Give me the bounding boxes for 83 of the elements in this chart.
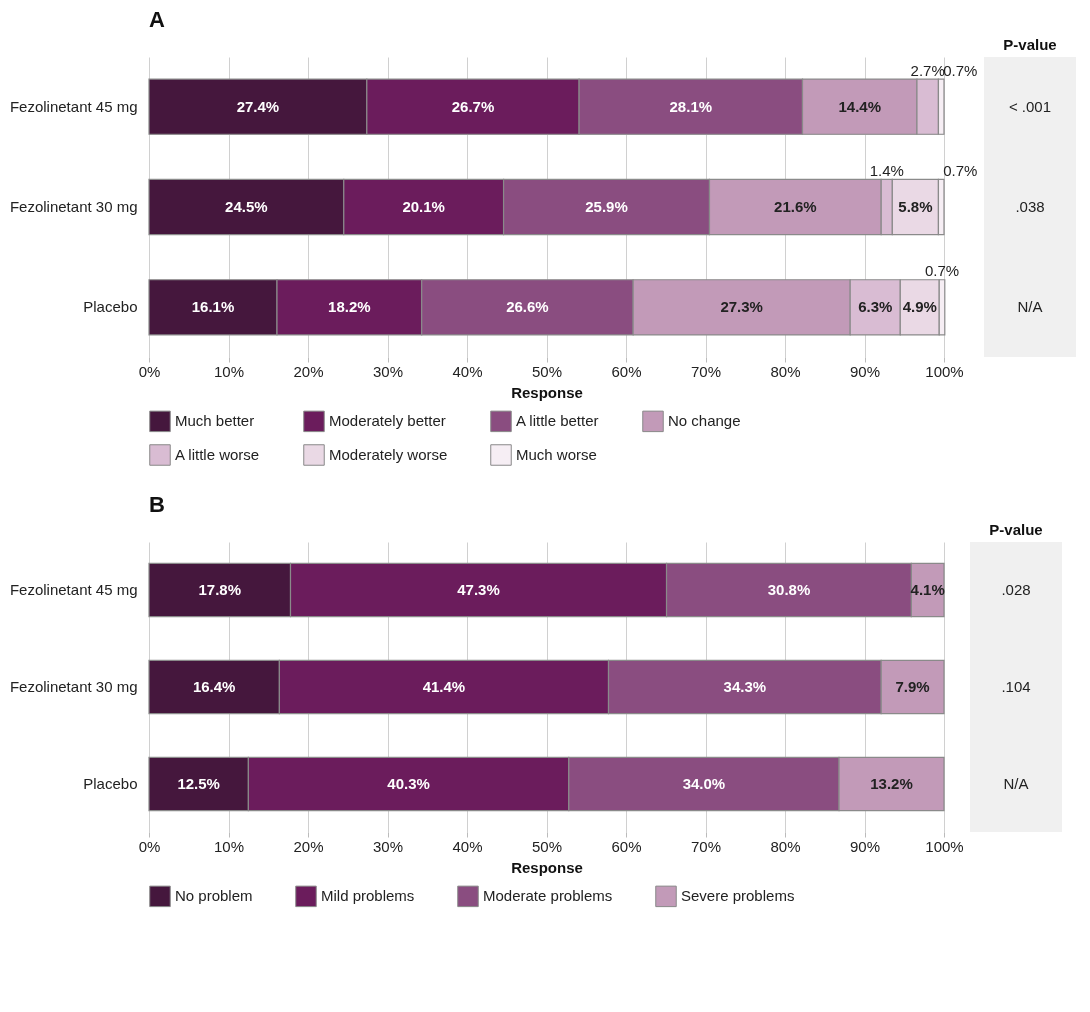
x-tick-label: 0%	[138, 362, 161, 380]
data-label: 34.0%	[682, 774, 726, 792]
data-label: 6.3%	[858, 298, 893, 316]
data-label: 34.3%	[723, 678, 767, 695]
y-tick-label: Fezolinetant 30 mg	[9, 678, 138, 695]
y-tick-label: Fezolinetant 45 mg	[9, 581, 138, 599]
data-label: 14.4%	[838, 97, 881, 115]
text: .104	[1001, 678, 1031, 695]
x-tick-label: 80%	[770, 837, 801, 855]
legend-label: Much better	[175, 412, 255, 430]
chart-title: A	[149, 7, 165, 32]
x-tick-label: 70%	[690, 837, 722, 855]
data-label: 40.3%	[387, 774, 430, 792]
data-label: 27.4%	[236, 97, 280, 115]
text: .028	[1001, 581, 1031, 599]
y-tick-label: Fezolinetant 30 mg	[9, 198, 138, 215]
data-label: 0.7%	[924, 262, 960, 280]
x-tick-label: 30%	[372, 837, 404, 855]
x-tick-label: 100%	[925, 837, 964, 855]
x-tick-label: 90%	[849, 837, 881, 855]
x-tick-label: 50%	[531, 837, 563, 855]
x-tick-label: 60%	[611, 362, 642, 380]
x-tick-label: 70%	[690, 362, 722, 380]
x-tick-label: 10%	[213, 362, 245, 380]
data-label: 2.7%	[910, 61, 945, 79]
chart-title: B	[149, 492, 165, 517]
data-label: 20.1%	[402, 198, 445, 215]
x-tick-label: 40%	[452, 362, 483, 380]
legend-label: No change	[668, 412, 741, 430]
x-tick-label: 80%	[770, 362, 801, 380]
x-tick-label: 50%	[531, 362, 563, 380]
data-label: 0.7%	[943, 61, 978, 79]
legend-label: Severe problems	[681, 887, 795, 905]
data-label: 5.8%	[898, 198, 933, 215]
text: N/A	[1017, 298, 1043, 316]
data-label: 27.3%	[720, 298, 763, 316]
data-label: 25.9%	[585, 198, 628, 215]
legend-label: A little worse	[175, 446, 260, 463]
data-label: 26.6%	[506, 298, 549, 316]
data-label: 1.4%	[869, 162, 904, 179]
data-label: 47.3%	[457, 581, 500, 599]
text: P-value	[1003, 36, 1057, 53]
data-label: 21.6%	[774, 198, 817, 215]
data-label: 16.1%	[191, 298, 235, 316]
legend-label: Moderately better	[329, 412, 446, 430]
text: N/A	[1003, 774, 1029, 792]
x-tick-label: 10%	[213, 837, 245, 855]
x-tick-label: 100%	[925, 362, 964, 380]
legend-label: Moderately worse	[329, 446, 448, 463]
data-label: 17.8%	[198, 581, 242, 599]
data-label: 26.7%	[451, 97, 495, 115]
legend-label: Much worse	[516, 446, 597, 463]
y-tick-label: Fezolinetant 45 mg	[9, 97, 138, 115]
data-label: 41.4%	[422, 678, 466, 695]
data-label: 28.1%	[669, 97, 713, 115]
text: P-value	[989, 521, 1043, 538]
legend-label: Moderate problems	[483, 887, 613, 905]
data-label: 4.9%	[902, 298, 937, 316]
text: .038	[1015, 198, 1045, 215]
data-label: 24.5%	[225, 198, 268, 215]
x-tick-label: 60%	[611, 837, 642, 855]
data-label: 18.2%	[328, 298, 371, 316]
y-tick-label: Placebo	[83, 774, 138, 792]
x-tick-label: 20%	[293, 362, 324, 380]
data-label: 12.5%	[177, 774, 220, 792]
x-axis-title: Response	[511, 858, 583, 876]
data-label: 13.2%	[870, 774, 913, 792]
data-label: 16.4%	[192, 678, 236, 695]
data-label: 4.1%	[910, 581, 945, 599]
data-label: 7.9%	[895, 678, 930, 695]
x-tick-label: 40%	[452, 837, 483, 855]
data-label: 30.8%	[767, 581, 811, 599]
legend-label: No problem	[175, 887, 253, 905]
data-label: 0.7%	[943, 162, 978, 179]
legend-label: Mild problems	[321, 887, 415, 905]
legend-label: A little better	[516, 412, 599, 430]
x-tick-label: 90%	[849, 362, 881, 380]
x-axis-title: Response	[511, 383, 583, 401]
x-tick-label: 0%	[138, 837, 161, 855]
x-tick-label: 20%	[293, 837, 324, 855]
x-tick-label: 30%	[372, 362, 404, 380]
text: < .001	[1008, 97, 1052, 115]
y-tick-label: Placebo	[83, 298, 138, 316]
